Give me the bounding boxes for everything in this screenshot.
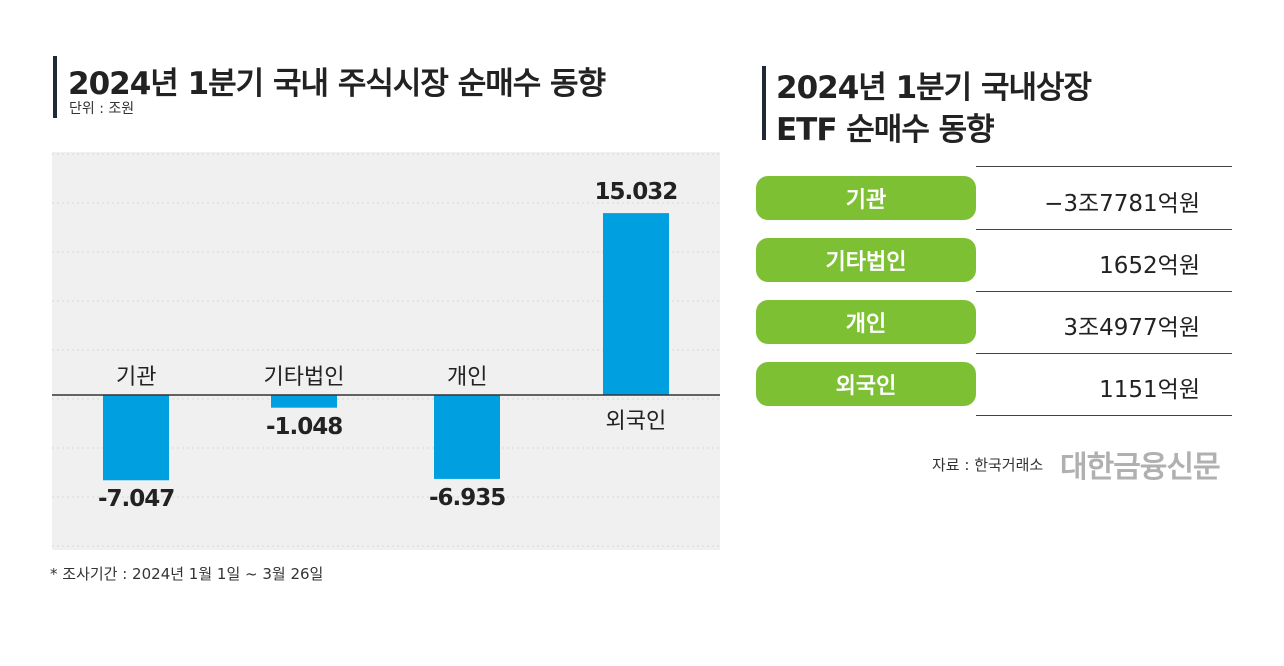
value-label: -6.935 bbox=[429, 484, 506, 511]
survey-period-note: * 조사기간 : 2024년 1월 1일 ~ 3월 26일 bbox=[50, 565, 324, 583]
source-label: 자료 : 한국거래소 bbox=[932, 456, 1044, 474]
category-label: 기관 bbox=[116, 365, 157, 390]
category-label: 개인 bbox=[447, 365, 488, 390]
row-value: 3조4977억원 bbox=[1063, 315, 1200, 341]
brand-logo-text: 대한금융신문 bbox=[1060, 450, 1221, 485]
category-label: 기타법인 bbox=[263, 365, 345, 390]
value-label: 15.032 bbox=[594, 179, 679, 206]
table-divider bbox=[976, 166, 1232, 167]
table-divider bbox=[976, 353, 1232, 354]
etf-row-other-corp: 기타법인 1652억원 bbox=[756, 238, 1232, 284]
bar-1 bbox=[103, 395, 169, 481]
value-label: -7.047 bbox=[98, 486, 175, 513]
row-value: 1652억원 bbox=[1099, 253, 1200, 279]
row-label: 기타법인 bbox=[756, 238, 976, 282]
etf-row-individual: 개인 3조4977억원 bbox=[756, 300, 1232, 346]
row-value: 1151억원 bbox=[1099, 377, 1200, 403]
row-label: 기관 bbox=[756, 176, 976, 220]
row-label: 외국인 bbox=[756, 362, 976, 406]
etf-title-line2: ETF 순매수 동향 bbox=[776, 112, 995, 148]
row-value: −3조7781억원 bbox=[1044, 191, 1200, 217]
value-label: -1.048 bbox=[266, 413, 343, 440]
plot-area: 기관 -7.047 기타법인 -1.048 개인 -6.935 외국인 15.032 bbox=[52, 152, 720, 550]
bar-3 bbox=[434, 395, 500, 479]
category-label: 외국인 bbox=[605, 409, 667, 434]
bar-2 bbox=[271, 395, 337, 408]
title-accent-bar-right bbox=[762, 66, 766, 140]
unit-label: 단위 : 조원 bbox=[69, 101, 135, 117]
table-divider bbox=[976, 229, 1232, 230]
table-divider bbox=[976, 415, 1232, 416]
table-divider bbox=[976, 291, 1232, 292]
bar-chart bbox=[52, 153, 720, 547]
bar-4 bbox=[603, 213, 669, 395]
row-label: 개인 bbox=[756, 300, 976, 344]
etf-title-line1: 2024년 1분기 국내상장 bbox=[776, 70, 1092, 106]
chart-title: 2024년 1분기 국내 주식시장 순매수 동향 bbox=[68, 66, 606, 102]
etf-row-foreign: 외국인 1151억원 bbox=[756, 362, 1232, 408]
title-accent-bar bbox=[53, 56, 57, 118]
etf-row-institution: 기관 −3조7781억원 bbox=[756, 176, 1232, 222]
